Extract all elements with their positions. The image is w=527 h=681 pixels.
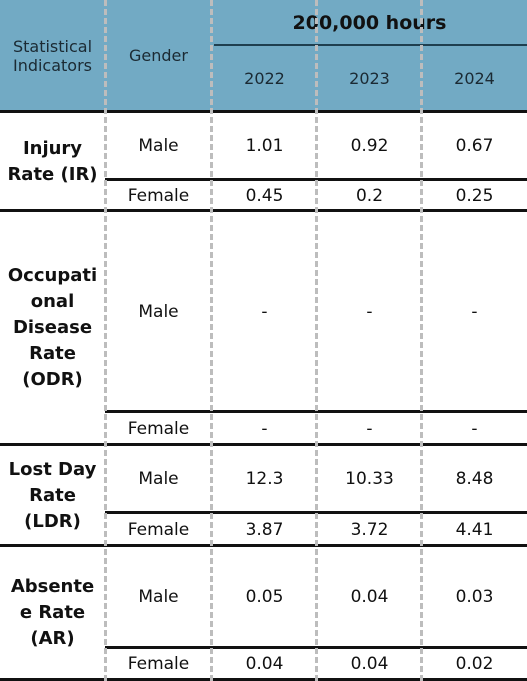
indicator-header: Statistical Indicators — [12, 36, 93, 75]
group-divider — [0, 544, 527, 547]
value-cell: - — [471, 301, 478, 322]
column-separator — [315, 0, 318, 681]
value-cell: 0.04 — [350, 654, 389, 674]
bottom-border — [0, 678, 527, 681]
indicator-label: Absentee Rate (AR) — [10, 576, 95, 649]
value-cell: 0.45 — [245, 185, 284, 206]
gender-label: Female — [127, 185, 190, 206]
indicator-label: Lost Day Rate (LDR) — [8, 458, 97, 532]
column-separator — [210, 0, 213, 681]
gender-label: Male — [138, 136, 179, 156]
value-cell: 12.3 — [245, 469, 284, 489]
value-cell: 8.48 — [455, 469, 494, 489]
value-cell: - — [366, 301, 373, 322]
value-cell: - — [366, 418, 373, 439]
unit-header: 200,000 hours — [292, 11, 447, 34]
value-cell: 0.92 — [350, 136, 389, 156]
value-cell: 0.03 — [455, 587, 494, 607]
group-divider — [0, 110, 527, 113]
value-cell: 0.02 — [455, 654, 494, 674]
value-cell: 0.67 — [455, 136, 494, 156]
gender-label: Male — [138, 301, 179, 322]
value-cell: 0.25 — [455, 185, 494, 206]
gender-label: Female — [127, 519, 190, 540]
year-header: 2022 — [244, 69, 285, 88]
value-cell: - — [261, 418, 268, 439]
value-cell: 10.33 — [345, 469, 394, 489]
year-header: 2023 — [349, 69, 390, 88]
gender-label: Female — [127, 654, 190, 674]
column-separator — [420, 0, 423, 681]
gender-label: Female — [127, 418, 190, 439]
group-divider — [0, 443, 527, 446]
value-cell: 4.41 — [455, 519, 494, 540]
year-header: 2024 — [454, 69, 495, 88]
value-cell: - — [471, 418, 478, 439]
gender-label: Male — [138, 587, 179, 607]
value-cell: 0.2 — [355, 185, 384, 206]
value-cell: 1.01 — [245, 136, 284, 156]
gender-label: Male — [138, 469, 179, 489]
gender-header: Gender — [129, 46, 188, 65]
column-separator — [104, 0, 107, 681]
header-divider — [214, 44, 527, 46]
indicator-label: Occupational Disease Rate (ODR) — [7, 265, 98, 390]
indicator-label: Injury Rate (IR) — [7, 137, 98, 185]
value-cell: 0.04 — [350, 587, 389, 607]
value-cell: 0.05 — [245, 587, 284, 607]
value-cell: 0.04 — [245, 654, 284, 674]
value-cell: - — [261, 301, 268, 322]
value-cell: 3.87 — [245, 519, 284, 540]
value-cell: 3.72 — [350, 519, 389, 540]
header-background — [0, 0, 527, 111]
group-divider — [0, 209, 527, 212]
